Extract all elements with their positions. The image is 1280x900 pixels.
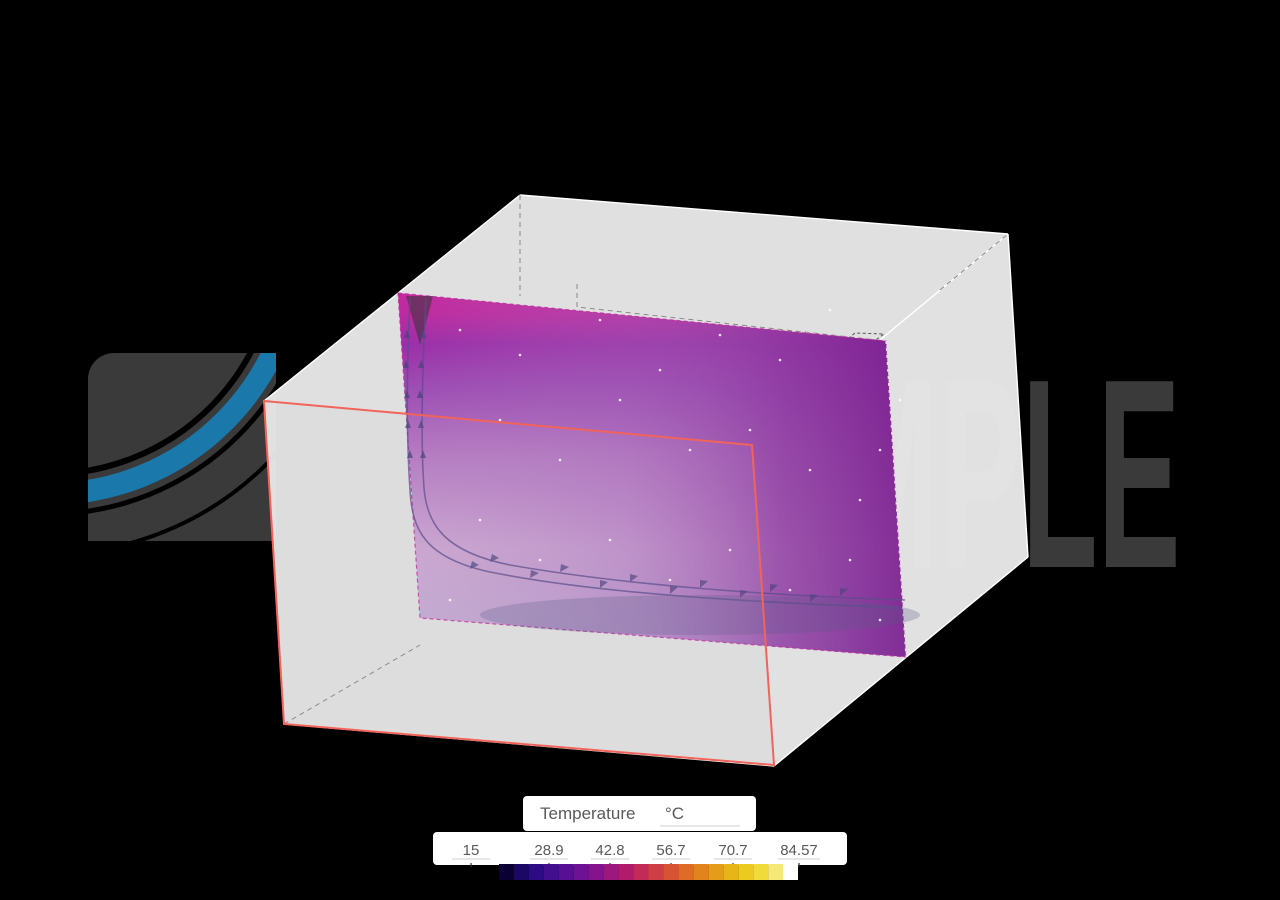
svg-text:28.9: 28.9 bbox=[534, 842, 563, 859]
svg-text:Temperature: Temperature bbox=[540, 804, 635, 823]
svg-text:15: 15 bbox=[463, 842, 480, 859]
svg-text:70.7: 70.7 bbox=[718, 842, 747, 859]
svg-text:56.7: 56.7 bbox=[656, 842, 685, 859]
svg-text:42.8: 42.8 bbox=[595, 842, 624, 859]
svg-text:84.57: 84.57 bbox=[780, 842, 818, 859]
svg-text:°C: °C bbox=[665, 804, 684, 823]
